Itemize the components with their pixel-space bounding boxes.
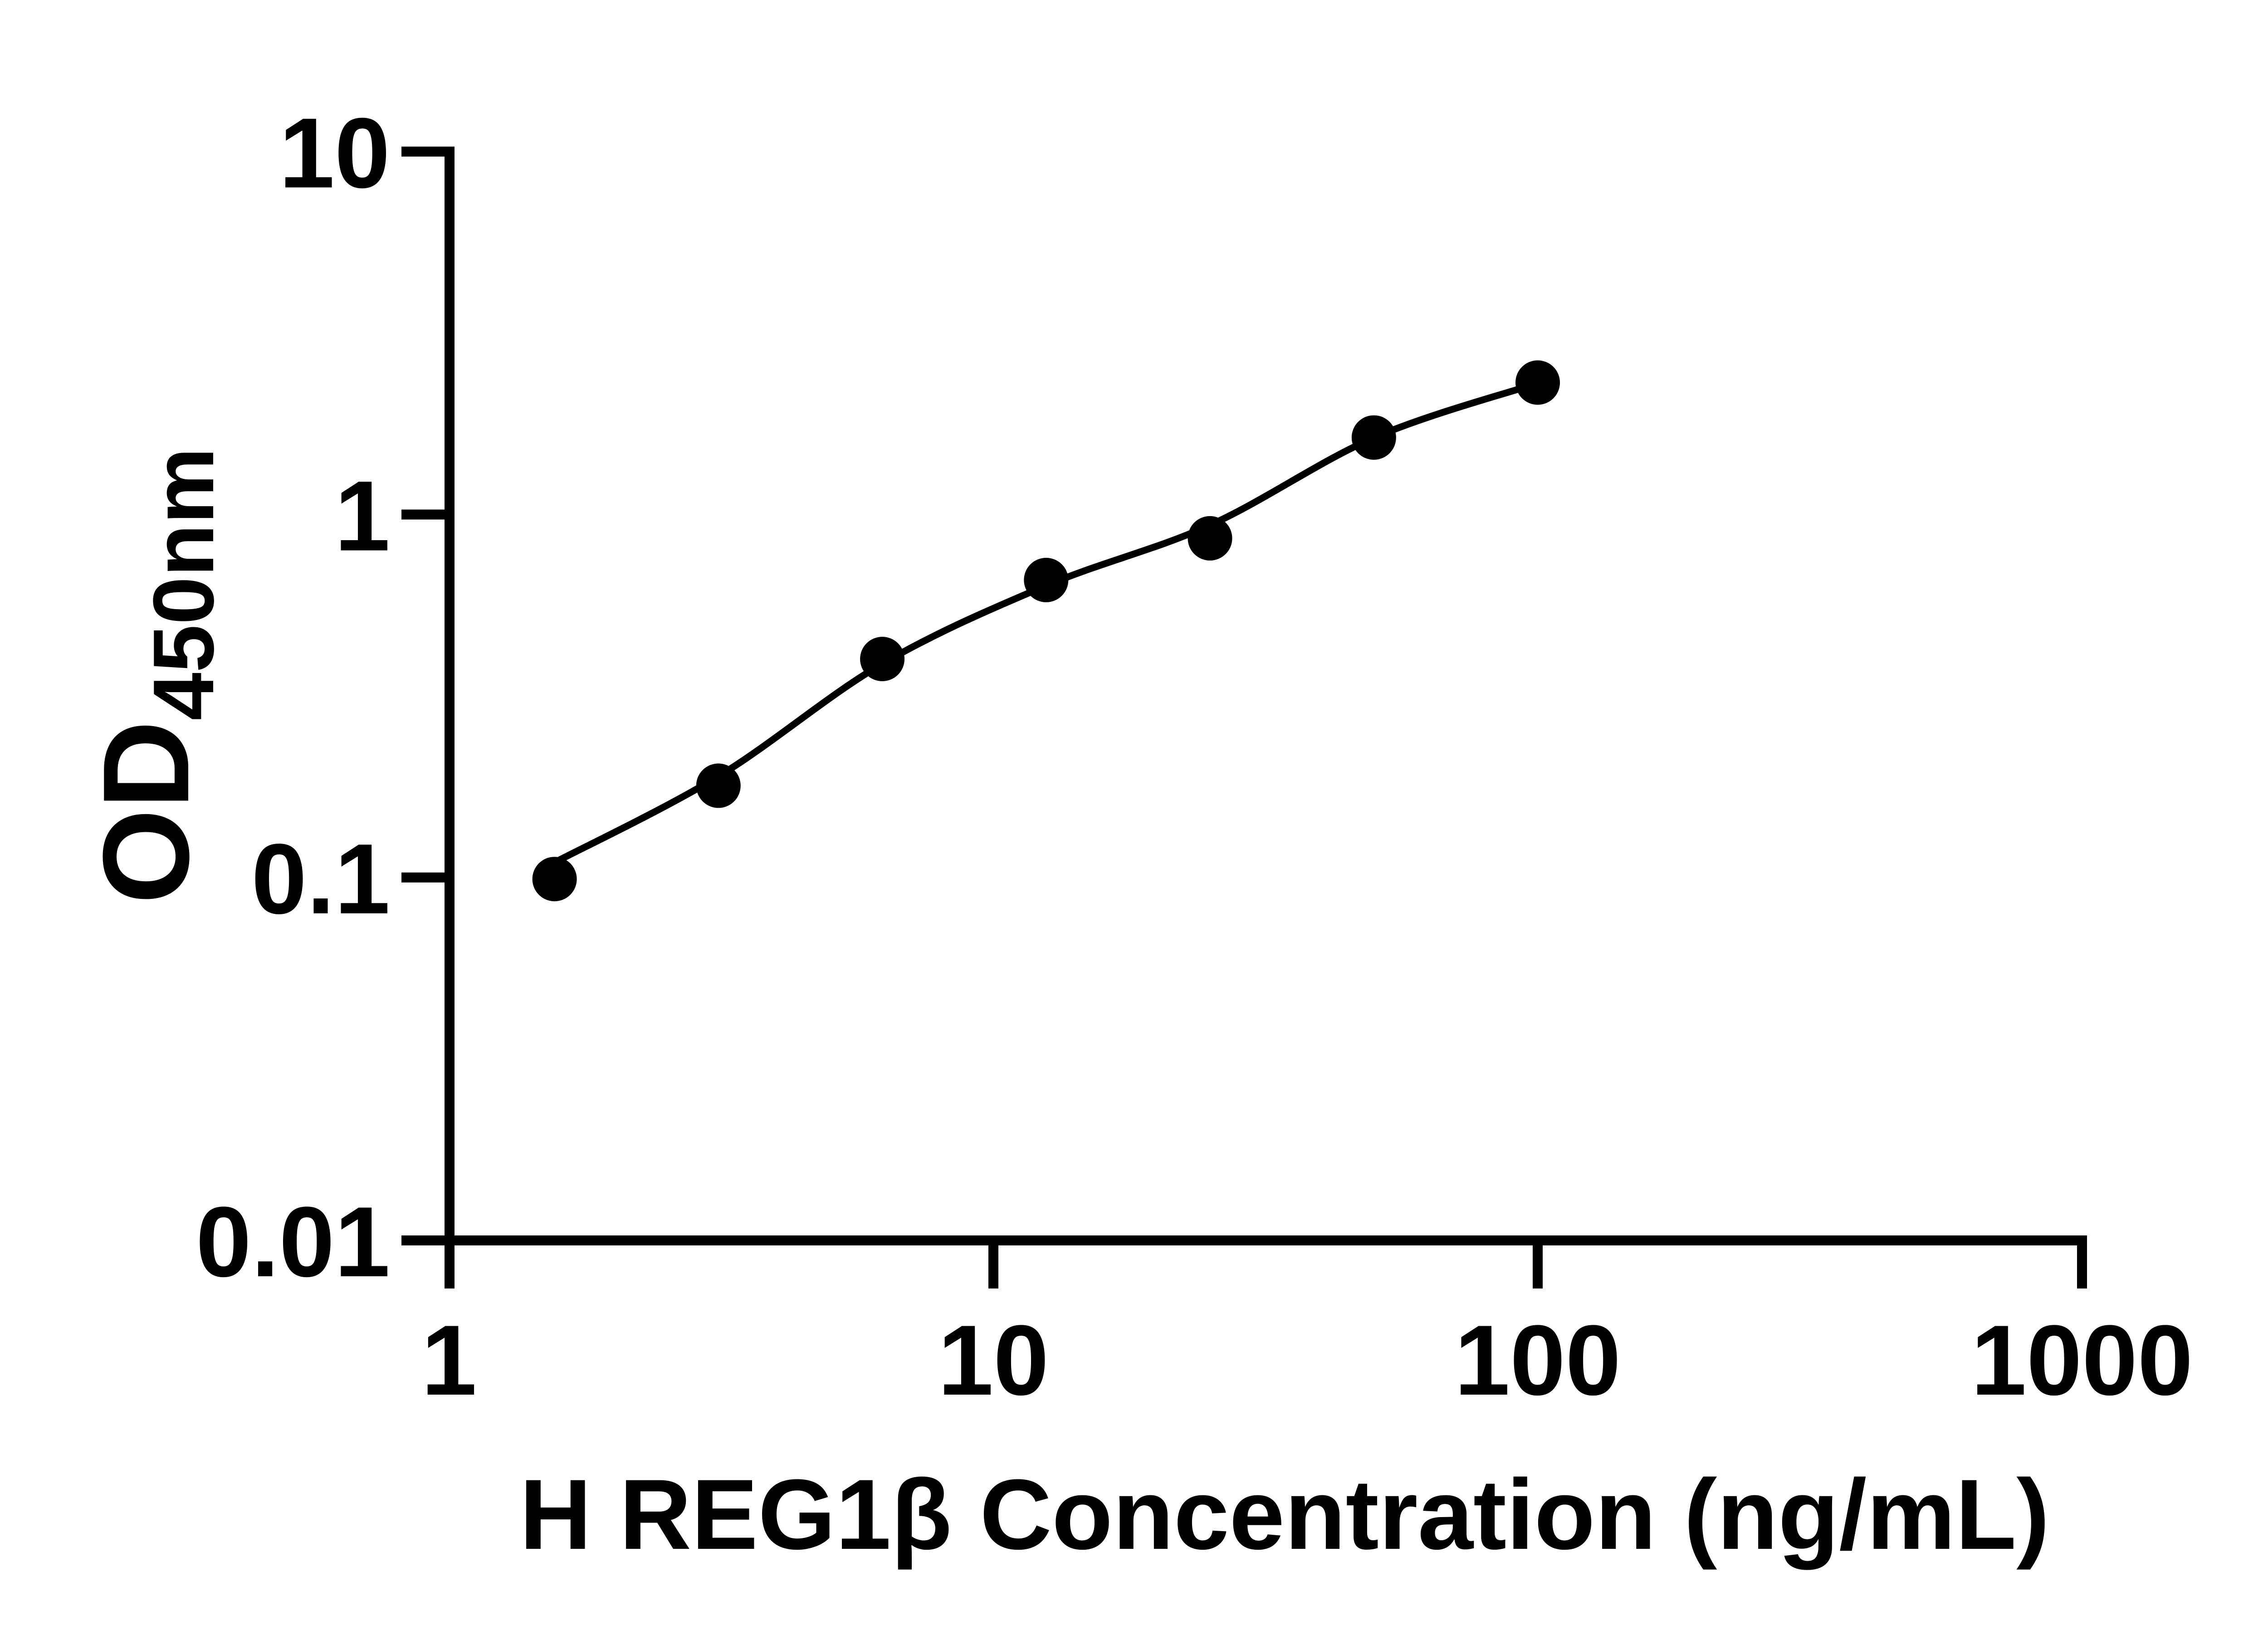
x-axis-title: H REG1β Concentration (ng/mL) <box>519 1459 2049 1570</box>
y-axis-title-subscript: 450nm <box>136 447 232 720</box>
x-axis-tick-label: 10 <box>938 1304 1049 1416</box>
data-point <box>1351 415 1396 460</box>
data-point <box>532 857 577 902</box>
x-axis-tick-label: 1000 <box>1971 1304 2193 1416</box>
y-axis-title-main: OD <box>78 721 215 904</box>
x-axis-tick-label: 1 <box>421 1304 477 1416</box>
y-axis-tick-label: 0.1 <box>251 823 390 935</box>
data-point <box>1188 516 1232 561</box>
y-axis-tick-label: 0.01 <box>196 1186 390 1298</box>
data-point <box>1515 360 1560 405</box>
data-point <box>696 763 741 808</box>
data-point <box>1024 557 1069 602</box>
x-axis: 1 10 100 1000 <box>421 1235 2193 1416</box>
y-axis: 10 1 0.1 0.01 <box>196 97 455 1298</box>
y-axis-title: OD450nm <box>78 447 232 904</box>
y-axis-tick-label: 1 <box>335 460 390 572</box>
y-axis-tick-label: 10 <box>279 97 390 209</box>
data-points-group <box>532 360 1560 902</box>
x-axis-tick-label: 100 <box>1454 1304 1621 1416</box>
data-point <box>860 637 905 681</box>
